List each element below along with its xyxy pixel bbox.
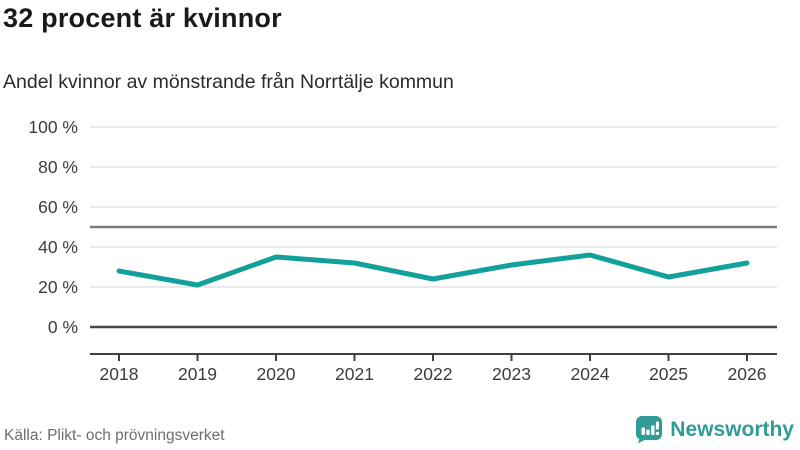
y-tick-label: 20 % [38,277,78,297]
source-text: Källa: Plikt- och prövningsverket [4,427,225,444]
x-tick-label: 2019 [178,364,217,384]
x-tick-label: 2024 [571,364,610,384]
x-tick-label: 2021 [335,364,374,384]
x-tick-label: 2026 [728,364,767,384]
chart-title: 32 procent är kvinnor [3,3,282,33]
x-tick-label: 2022 [414,364,453,384]
x-tick-label: 2023 [492,364,531,384]
data-line [116,252,750,288]
newsworthy-logo-icon [636,416,663,444]
x-tick-label: 2020 [257,364,296,384]
y-tick-label: 100 % [28,117,78,137]
y-tick-label: 0 % [48,317,78,337]
brand-lockup: Newsworthy [635,415,794,444]
x-tick-label: 2018 [100,364,139,384]
brand-name: Newsworthy [670,417,794,441]
y-tick-label: 40 % [38,237,78,257]
y-tick-label: 80 % [38,157,78,177]
x-tick-label: 2025 [649,364,688,384]
chart-subtitle: Andel kvinnor av mönstrande från Norrtäl… [3,71,454,93]
y-tick-label: 60 % [38,197,78,217]
